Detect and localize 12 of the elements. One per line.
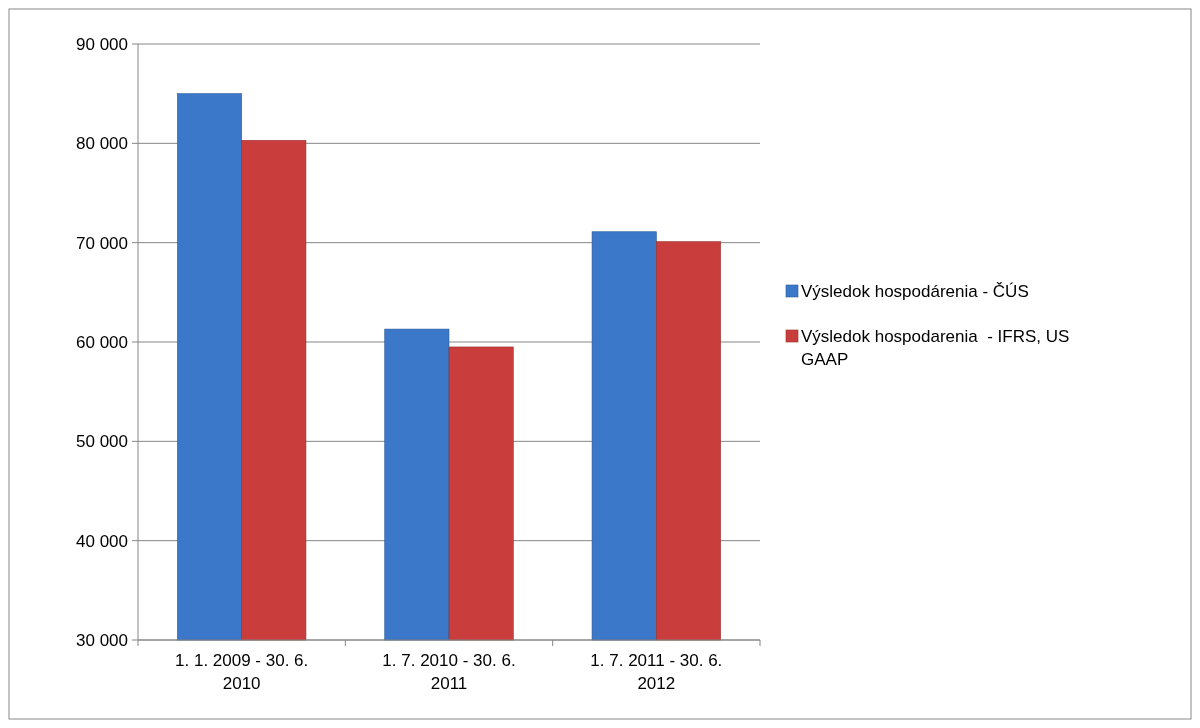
x-tick-label: 1. 7. 2011 - 30. 6. 2012: [590, 651, 723, 693]
y-tick-label: 80 000: [76, 134, 128, 154]
y-tick-label: 70 000: [76, 233, 128, 253]
y-tick-label: 90 000: [76, 34, 128, 54]
legend-label: Výsledok hospodarenia - IFRS, US GAAP: [801, 327, 1070, 369]
y-tick-label: 40 000: [76, 531, 128, 551]
y-tick-label: 30 000: [76, 630, 128, 650]
x-tick-label: 1. 1. 2009 - 30. 6. 2010: [175, 651, 309, 693]
y-tick-label: 50 000: [76, 432, 128, 452]
y-tick-label: 60 000: [76, 332, 128, 352]
legend-label: Výsledok hospodárenia - ČÚS: [801, 282, 1029, 301]
x-tick-label: 1. 7. 2010 - 30. 6. 2011: [382, 651, 516, 693]
